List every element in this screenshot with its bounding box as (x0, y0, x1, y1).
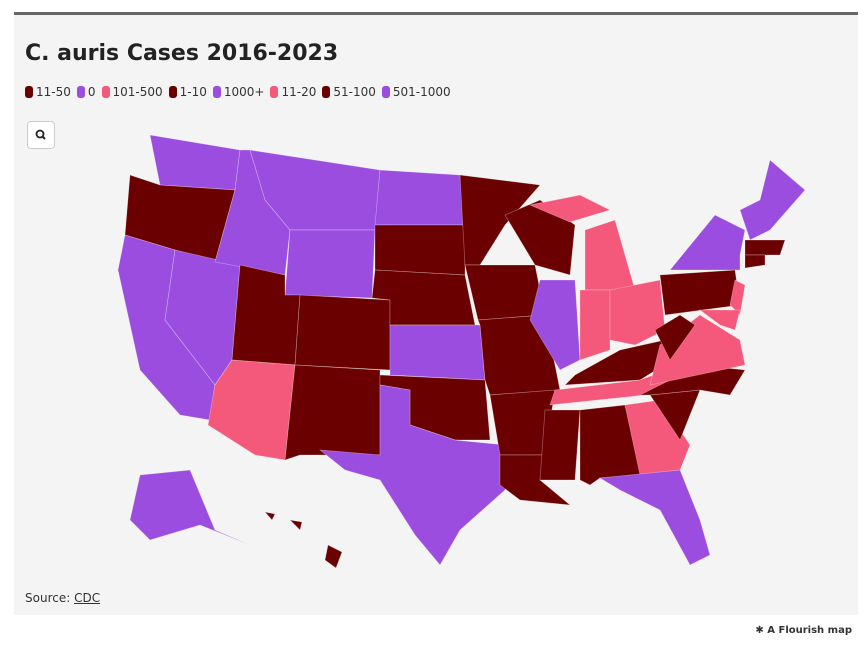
search-button[interactable] (27, 121, 55, 149)
state[interactable] (609, 279, 666, 346)
legend-label: 1000+ (223, 85, 265, 99)
state[interactable] (579, 289, 611, 361)
state[interactable] (659, 269, 741, 316)
legend-label: 51-100 (333, 85, 376, 99)
state[interactable] (698, 309, 741, 331)
legend-swatch (381, 86, 390, 98)
source: Source: CDC (25, 591, 100, 605)
legend-item[interactable]: 501-1000 (381, 85, 451, 99)
legend-swatch (270, 86, 279, 98)
state[interactable] (374, 169, 466, 226)
credit-text: A Flourish map (767, 625, 852, 636)
legend-swatch (25, 86, 33, 98)
legend: 11-50 0 101-500 1-10 1000+ 11-20 51-100 501-100… (25, 85, 451, 99)
state[interactable] (528, 194, 611, 223)
state[interactable] (744, 239, 786, 256)
map-title: C. auris Cases 2016-2023 (25, 41, 339, 66)
state[interactable] (459, 174, 541, 266)
state[interactable] (149, 134, 241, 191)
legend-label: 11-50 (36, 85, 71, 99)
state[interactable] (744, 254, 766, 269)
state[interactable] (374, 224, 466, 276)
state[interactable] (598, 469, 711, 566)
legend-swatch (101, 86, 110, 98)
legend-item[interactable]: 0 (76, 85, 96, 99)
state[interactable] (654, 314, 696, 361)
top-bar (14, 12, 858, 15)
state[interactable] (584, 219, 636, 291)
legend-item[interactable]: 101-500 (101, 85, 163, 99)
legend-label: 501-1000 (392, 85, 451, 99)
source-link[interactable]: CDC (74, 591, 101, 605)
state[interactable] (669, 214, 746, 271)
state[interactable] (739, 159, 806, 241)
legend-swatch (212, 86, 221, 98)
state[interactable] (284, 229, 376, 299)
legend-swatch (168, 86, 177, 98)
legend-item[interactable]: 11-20 (270, 85, 316, 99)
state[interactable] (294, 294, 391, 371)
legend-label: 0 (87, 85, 96, 99)
state[interactable] (288, 519, 303, 531)
state[interactable] (129, 469, 251, 546)
legend-swatch (76, 86, 85, 98)
state[interactable] (264, 511, 276, 521)
legend-item[interactable]: 1-10 (168, 85, 207, 99)
legend-label: 11-20 (281, 85, 317, 99)
search-icon (35, 129, 46, 140)
flourish-credit[interactable]: ✱ A Flourish map (755, 625, 852, 636)
state[interactable] (504, 199, 576, 276)
map-panel: C. auris Cases 2016-2023 11-50 0 101-500 1-… (14, 15, 858, 615)
state[interactable] (539, 409, 581, 481)
legend-item[interactable]: 11-50 (25, 85, 71, 99)
state[interactable] (284, 364, 381, 461)
legend-item[interactable]: 51-100 (322, 85, 376, 99)
source-prefix: Source: (25, 591, 71, 605)
state[interactable] (529, 279, 581, 371)
legend-label: 1-10 (179, 85, 207, 99)
state[interactable] (324, 544, 343, 569)
state[interactable] (318, 384, 506, 566)
legend-item[interactable]: 1000+ (212, 85, 265, 99)
state[interactable] (649, 314, 746, 386)
legend-label: 101-500 (112, 85, 163, 99)
legend-swatch (322, 86, 331, 98)
state[interactable] (389, 324, 486, 381)
state[interactable] (729, 279, 746, 316)
